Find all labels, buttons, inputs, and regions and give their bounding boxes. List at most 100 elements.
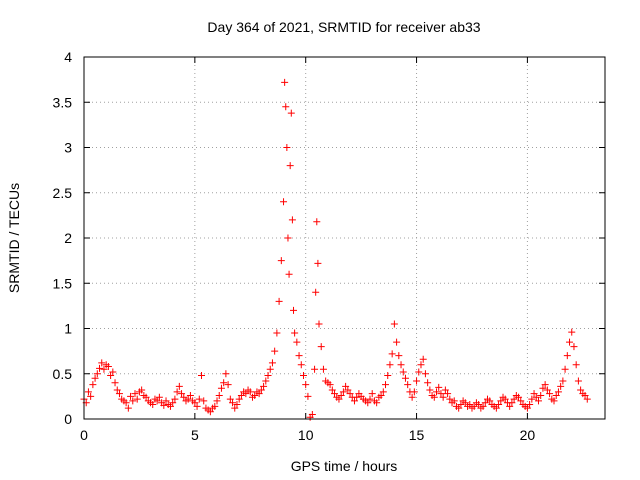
- data-point: [337, 391, 345, 399]
- data-point: [444, 390, 452, 398]
- data-point: [235, 395, 243, 403]
- data-point: [377, 391, 385, 399]
- data-point: [200, 397, 208, 405]
- data-point: [169, 399, 177, 407]
- data-point: [492, 404, 500, 412]
- data-point: [568, 328, 576, 336]
- data-point: [311, 365, 319, 373]
- data-point: [546, 390, 554, 398]
- data-point: [262, 377, 270, 385]
- data-point: [364, 399, 372, 407]
- data-point: [96, 364, 104, 372]
- data-point: [215, 391, 223, 399]
- data-point: [572, 361, 580, 369]
- data-point: [437, 390, 445, 398]
- data-point: [446, 395, 454, 403]
- data-point: [455, 404, 463, 412]
- data-point: [282, 103, 290, 111]
- data-point: [178, 390, 186, 398]
- data-point: [109, 368, 117, 376]
- data-point: [171, 395, 179, 403]
- data-point: [100, 365, 108, 373]
- data-point: [557, 382, 565, 390]
- data-point: [421, 370, 429, 378]
- data-point: [175, 382, 183, 390]
- data-point: [319, 365, 327, 373]
- data-point: [162, 397, 170, 405]
- data-point: [515, 393, 523, 401]
- data-point: [466, 401, 474, 409]
- grid-lines: [84, 57, 605, 419]
- data-point: [350, 397, 358, 405]
- data-point: [430, 393, 438, 401]
- data-point: [386, 361, 394, 369]
- data-point: [111, 379, 119, 387]
- data-point: [206, 408, 214, 416]
- data-point: [366, 395, 374, 403]
- data-point: [534, 397, 542, 405]
- data-point: [539, 384, 547, 392]
- y-tick-label: 1.5: [53, 275, 73, 291]
- data-point: [328, 386, 336, 394]
- data-point: [246, 388, 254, 396]
- data-point: [268, 359, 276, 367]
- data-point: [581, 391, 589, 399]
- x-tick-label: 10: [298, 427, 314, 443]
- data-point: [486, 397, 494, 405]
- data-point: [211, 402, 219, 410]
- data-point: [331, 390, 339, 398]
- data-point: [138, 386, 146, 394]
- data-point: [242, 390, 250, 398]
- data-point: [426, 386, 434, 394]
- data-point: [195, 395, 203, 403]
- data-point: [226, 395, 234, 403]
- data-point: [257, 386, 265, 394]
- data-point: [528, 395, 536, 403]
- data-point: [550, 397, 558, 405]
- data-point: [537, 391, 545, 399]
- data-point: [563, 352, 571, 360]
- data-point: [397, 361, 405, 369]
- data-point: [390, 320, 398, 328]
- data-point: [510, 395, 518, 403]
- data-point: [368, 390, 376, 398]
- data-point: [149, 401, 157, 409]
- data-point: [286, 162, 294, 170]
- data-point: [554, 388, 562, 396]
- data-point: [479, 402, 487, 410]
- y-tick-label: 0: [64, 411, 72, 427]
- data-point: [313, 218, 321, 226]
- data-point: [342, 382, 350, 390]
- data-point: [275, 297, 283, 305]
- y-tick-label: 1: [64, 321, 72, 337]
- y-tick-label: 4: [64, 49, 72, 65]
- data-point: [501, 395, 509, 403]
- data-point: [314, 259, 322, 267]
- data-point: [231, 404, 239, 412]
- data-point: [561, 365, 569, 373]
- data-point: [87, 392, 95, 400]
- data-point: [131, 390, 139, 398]
- data-point: [91, 374, 99, 382]
- data-point: [283, 144, 291, 151]
- data-point: [142, 393, 150, 401]
- data-point: [388, 350, 396, 358]
- data-point: [532, 393, 540, 401]
- data-point: [266, 365, 274, 373]
- data-point: [217, 384, 225, 392]
- data-point: [344, 386, 352, 394]
- data-point: [284, 234, 292, 242]
- data-point: [280, 198, 288, 206]
- data-point: [115, 390, 123, 398]
- data-point: [450, 397, 458, 405]
- data-point: [393, 338, 401, 346]
- x-tick-label: 15: [409, 427, 425, 443]
- data-point: [173, 388, 181, 396]
- data-point: [353, 393, 361, 401]
- data-point: [273, 329, 281, 337]
- data-point: [470, 402, 478, 410]
- data-point: [475, 401, 483, 409]
- data-point: [526, 401, 534, 409]
- data-point: [180, 393, 188, 401]
- data-point: [335, 395, 343, 403]
